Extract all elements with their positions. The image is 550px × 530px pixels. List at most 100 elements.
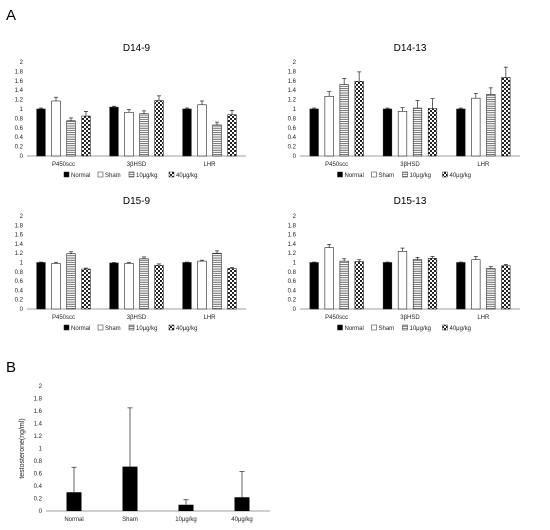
y-tick-label: 1.4: [15, 88, 24, 94]
y-tick-label: 1: [39, 447, 43, 453]
y-tick-label: 1.8: [15, 69, 24, 75]
y-tick-label: 1.6: [15, 233, 24, 239]
y-tick-label: 0.6: [15, 126, 24, 132]
chart-d15-9: D15-9 0 0.2 0.4 0.6 0.8 1 1.2 1.4 1.6 1.8 2 P450scc 3…: [15, 196, 246, 332]
y-tick-label: 1.8: [34, 397, 43, 403]
panel-label-b: B: [6, 359, 16, 376]
bar-10-g-kg-3-hsd: [412, 259, 423, 310]
legend-swatch-40-g-kg: [168, 324, 175, 331]
bar-10-g-kg-p450scc: [339, 260, 349, 310]
legend-swatch-sham: [97, 171, 104, 178]
bar-sham-lhr: [471, 259, 481, 310]
bar-40-g-kg-p450scc: [81, 268, 91, 310]
legend-label-10-g-kg: 10μg/kg: [410, 173, 431, 179]
legend-label-40-g-kg: 40μg/kg: [176, 173, 197, 179]
bar-40-g-kg-p450scc: [354, 261, 364, 310]
bar-sham-3-hsd: [397, 251, 408, 310]
x-tick-label-40-g-kg: 40μg/kg: [231, 517, 252, 523]
bar-40-g-kg-3-hsd: [154, 100, 164, 157]
legend-swatch-sham: [371, 171, 377, 178]
chart-d14-9: D14-9 0 0.2 0.4 0.6 0.8 1 1.2 1.4 1.6 1.8 2 P450scc 3…: [15, 43, 246, 179]
legend-label-10-g-kg: 10μg/kg: [136, 173, 157, 179]
y-tick-label: 0.8: [15, 270, 24, 276]
bar-sham-lhr: [197, 104, 207, 157]
bar-40-g-kg-3-hsd: [154, 264, 164, 310]
x-tick-label-p450scc: P450scc: [52, 315, 75, 321]
y-tick-label: 1: [20, 261, 24, 267]
bar-sham-p450scc: [324, 96, 334, 157]
bar-normal-3-hsd: [109, 262, 119, 310]
bar-40-g-kg-lhr: [227, 268, 237, 310]
legend-label-40-g-kg: 40μg/kg: [176, 326, 197, 332]
chart-title: D15-13: [394, 196, 427, 207]
legend-label-sham: Sham: [105, 173, 121, 179]
bar-10-g-kg-p450scc: [66, 120, 76, 157]
bar-10-g-kg-p450scc: [66, 253, 76, 310]
bar-40-g-kg-p450scc: [81, 115, 91, 157]
legend-swatch-40-g-kg: [168, 171, 175, 178]
y-tick-label: 1.2: [288, 98, 297, 104]
y-tick-label: 0.6: [15, 279, 24, 285]
bar-sham-3-hsd: [124, 111, 134, 157]
bar-10-g-kg-lhr: [212, 124, 222, 157]
y-tick-label: 0.6: [34, 472, 43, 478]
legend-swatch-normal: [337, 171, 343, 178]
bar-10-g-kg-3-hsd: [412, 107, 423, 157]
bar-40-g-kg-lhr: [501, 77, 511, 157]
y-tick-label: 1.2: [15, 251, 24, 257]
bar-sham-lhr: [197, 260, 207, 310]
y-tick-label: 2: [20, 214, 24, 220]
y-tick-label: 1.4: [288, 242, 297, 248]
legend-label-10-g-kg: 10μg/kg: [410, 326, 431, 332]
x-tick-label-3-hsd: 3βHSD: [127, 162, 147, 168]
y-tick-label: 1.4: [288, 88, 297, 94]
x-tick-label-3-hsd: 3βHSD: [400, 162, 420, 168]
bar-10-g-kg-lhr: [486, 268, 496, 310]
x-tick-label-3-hsd: 3βHSD: [127, 315, 147, 321]
chart-legend: Normal Sham 10μg/kg 40μg/kg: [63, 324, 197, 332]
y-tick-label: 1.8: [15, 223, 24, 229]
x-tick-label-lhr: LHR: [203, 162, 216, 168]
bar-sham-p450scc: [324, 247, 334, 310]
y-tick-label: 0.6: [288, 126, 297, 132]
bar-10-g-kg-p450scc: [339, 84, 349, 157]
x-tick-label-normal: Normal: [64, 517, 83, 523]
chart-title: D14-13: [394, 43, 427, 54]
y-tick-label: 1: [293, 107, 297, 113]
y-tick-label: 1: [20, 107, 24, 113]
y-tick-label: 1.6: [288, 79, 297, 85]
legend-swatch-normal: [63, 324, 70, 331]
bar-normal-p450scc: [36, 108, 46, 157]
legend-label-normal: Normal: [345, 326, 364, 332]
bar-sham: [122, 466, 138, 511]
legend-label-10-g-kg: 10μg/kg: [136, 326, 157, 332]
y-tick-label: 0.8: [288, 116, 297, 122]
y-tick-label: 0.2: [34, 497, 43, 503]
bar-10-g-kg-3-hsd: [139, 258, 149, 310]
chart-legend: Normal Sham 10μg/kg 40μg/kg: [63, 171, 197, 179]
legend-label-40-g-kg: 40μg/kg: [450, 173, 471, 179]
legend-label-40-g-kg: 40μg/kg: [450, 326, 471, 332]
panel-label-a: A: [6, 7, 16, 24]
legend-label-sham: Sham: [379, 173, 395, 179]
legend-swatch-40-g-kg: [442, 171, 448, 178]
y-tick-label: 0.2: [15, 298, 24, 304]
y-tick-label: 1.4: [34, 422, 43, 428]
x-tick-label-lhr: LHR: [477, 315, 490, 321]
legend-swatch-sham: [371, 324, 377, 331]
bar-normal-lhr: [456, 262, 466, 310]
x-tick-label-10-g-kg: 10μg/kg: [175, 517, 196, 523]
x-tick-label-lhr: LHR: [477, 162, 490, 168]
chart-testosterone: 0 0.2 0.4 0.6 0.8 1 1.2 1.4 1.6 1.8 2 testosterone(…: [19, 384, 270, 523]
y-tick-label: 0.4: [288, 135, 297, 141]
y-tick-label: 0.6: [288, 279, 297, 285]
bar-40-g-kg-3-hsd: [427, 258, 438, 310]
bar-sham-3-hsd: [124, 263, 134, 310]
chart-d15-13: D15-13 0 0.2 0.4 0.6 0.8 1 1.2 1.4 1.6 1.8 2 P450scc…: [288, 196, 520, 332]
y-tick-label: 0: [20, 154, 24, 160]
y-tick-label: 0.4: [15, 288, 24, 294]
bar-normal-lhr: [182, 108, 192, 157]
bar-normal-3-hsd: [382, 262, 393, 310]
y-tick-label: 2: [293, 60, 297, 66]
